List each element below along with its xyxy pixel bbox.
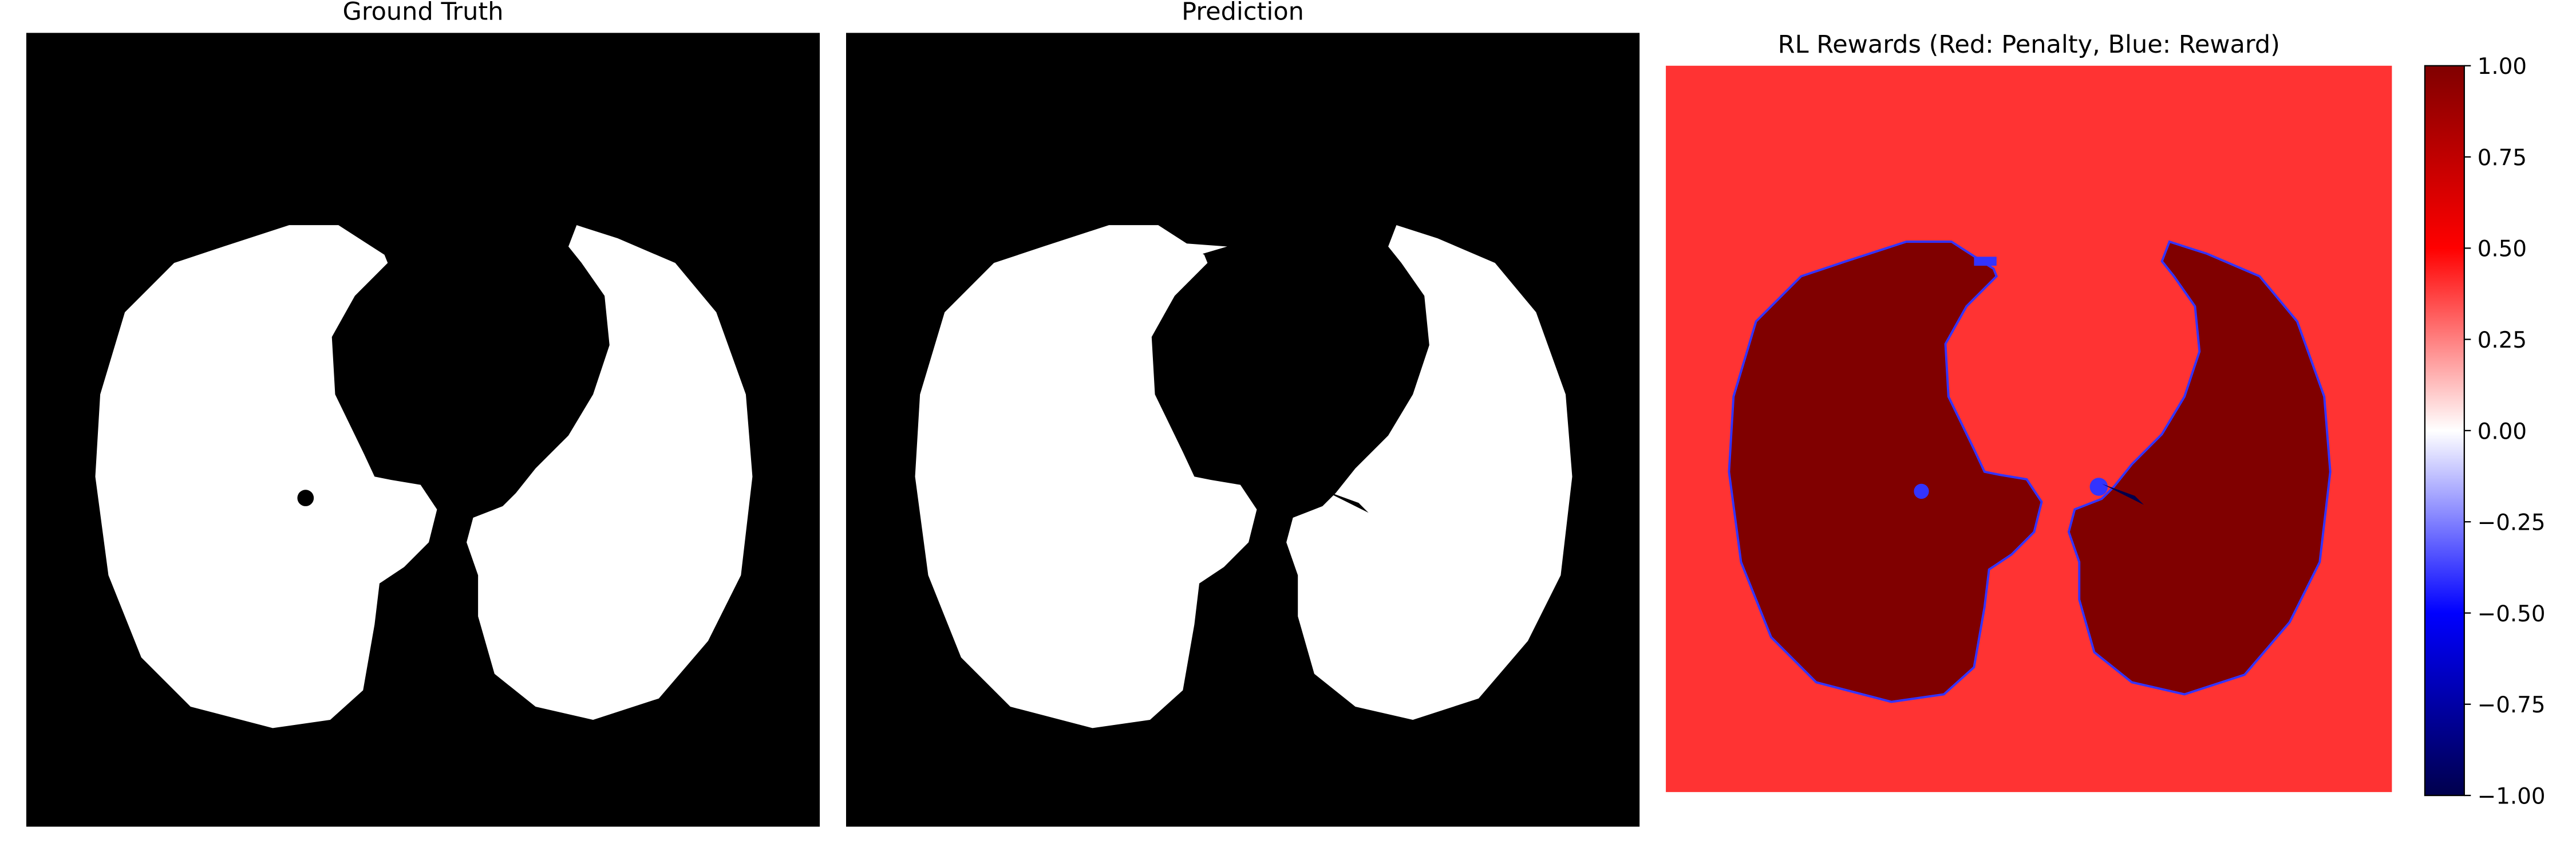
colorbar-tick-label: −1.00 <box>2478 783 2546 809</box>
prediction-image <box>846 33 1640 827</box>
colorbar-tick-label: 0.25 <box>2478 328 2527 353</box>
ground-truth-image <box>26 33 820 827</box>
reward-map <box>1666 65 2392 793</box>
panel-title: RL Rewards (Red: Penalty, Blue: Reward) <box>1778 30 2280 59</box>
panel-title: Ground Truth <box>342 0 503 26</box>
colorbar-tick-label: 0.50 <box>2478 237 2527 262</box>
colorbar-tick-label: −0.75 <box>2478 692 2546 718</box>
colorbar: 1.00 0.75 0.50 0.25 0.00 −0.25 −0.50 −0.75 −1.00 <box>2424 54 2546 809</box>
colorbar-tick-label: 0.00 <box>2478 419 2527 444</box>
panel-title: Prediction <box>1182 0 1304 26</box>
colorbar-tick-label: −0.50 <box>2478 601 2546 627</box>
colorbar-gradient <box>2424 65 2465 797</box>
colorbar-tick-label: 0.75 <box>2478 145 2527 171</box>
colorbar-tick-label: 1.00 <box>2478 54 2527 80</box>
colorbar-tick-label: −0.25 <box>2478 510 2546 536</box>
